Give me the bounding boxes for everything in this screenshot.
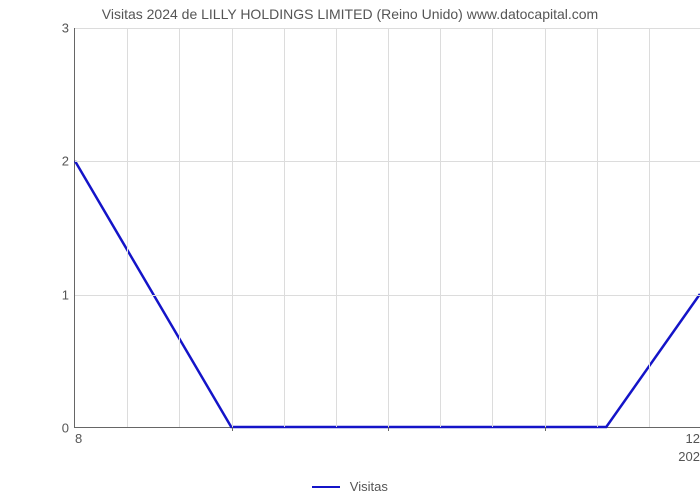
y-tick-label: 1 <box>62 287 69 302</box>
y-tick-label: 0 <box>62 421 69 436</box>
y-tick-label: 2 <box>62 154 69 169</box>
legend-swatch <box>312 486 340 488</box>
grid-line-vertical <box>284 28 285 427</box>
legend: Visitas <box>0 478 700 494</box>
grid-line-vertical <box>649 28 650 427</box>
x-tick-label: 12 <box>686 431 700 446</box>
grid-line-vertical <box>232 28 233 427</box>
grid-line-vertical <box>492 28 493 427</box>
x-sub-label: 202 <box>678 449 700 464</box>
chart-title: Visitas 2024 de LILLY HOLDINGS LIMITED (… <box>0 6 700 22</box>
grid-line-vertical <box>440 28 441 427</box>
grid-line-horizontal <box>75 295 700 296</box>
grid-line-vertical <box>127 28 128 427</box>
grid-line-vertical <box>179 28 180 427</box>
grid-line-vertical <box>336 28 337 427</box>
x-minor-tick <box>232 427 233 431</box>
x-minor-tick <box>545 427 546 431</box>
chart-container: Visitas 2024 de LILLY HOLDINGS LIMITED (… <box>0 0 700 500</box>
grid-line-vertical <box>388 28 389 427</box>
grid-line-vertical <box>597 28 598 427</box>
grid-line-horizontal <box>75 161 700 162</box>
plot-area: 0123812202 <box>74 28 700 428</box>
grid-line-horizontal <box>75 28 700 29</box>
x-minor-tick <box>388 427 389 431</box>
y-tick-label: 3 <box>62 21 69 36</box>
legend-label: Visitas <box>350 479 388 494</box>
x-tick-label: 8 <box>75 431 82 446</box>
grid-line-vertical <box>545 28 546 427</box>
